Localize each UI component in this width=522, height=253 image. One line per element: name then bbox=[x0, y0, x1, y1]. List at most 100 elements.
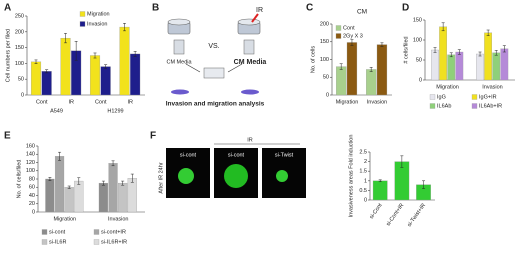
y-tick-label: 20 bbox=[29, 201, 35, 207]
error-bar bbox=[486, 29, 490, 36]
y-tick-label: 0.5 bbox=[359, 188, 367, 194]
caption: Invasion and migration analysis bbox=[166, 101, 265, 108]
ir-beam bbox=[251, 13, 259, 23]
y-tick-label: 1.5 bbox=[359, 169, 367, 175]
error-bar bbox=[502, 45, 506, 53]
error-bar bbox=[441, 22, 445, 32]
y-tick-label: 0 bbox=[364, 197, 367, 203]
bar bbox=[336, 66, 347, 96]
x-tick-label: Migration bbox=[436, 84, 459, 90]
media-label: CM Media bbox=[234, 59, 267, 66]
y-tick-label: 0 bbox=[326, 92, 329, 98]
ir-header: IR bbox=[247, 137, 253, 143]
error-bar bbox=[422, 180, 426, 189]
error-bar bbox=[339, 63, 343, 70]
y-axis-label: Invasiveness areas Fold induction bbox=[348, 135, 354, 218]
y-tick-label: 40 bbox=[29, 193, 35, 199]
bar bbox=[54, 156, 65, 213]
ir-label: IR bbox=[256, 7, 263, 14]
y-tick-label: 0 bbox=[21, 92, 24, 98]
cell bbox=[224, 164, 248, 188]
error-bar bbox=[433, 47, 437, 53]
bar bbox=[366, 69, 377, 96]
y-tick-label: 140 bbox=[26, 152, 35, 158]
cells bbox=[171, 89, 189, 95]
y-axis-label: No. of cells bbox=[310, 46, 316, 73]
chamber bbox=[203, 67, 225, 79]
legend-swatch bbox=[429, 94, 436, 100]
y-axis-label: No. of cells/filed bbox=[16, 160, 22, 199]
x-tick-label: si-Cont bbox=[369, 202, 384, 220]
panel-label: C bbox=[306, 3, 313, 14]
y-tick-label: 80 bbox=[29, 176, 35, 182]
error-bar bbox=[130, 173, 134, 183]
error-bar bbox=[457, 49, 461, 55]
x-tick-label: si-Twist+IR bbox=[407, 203, 427, 229]
chart-title: CM bbox=[357, 9, 367, 16]
error-bar bbox=[58, 151, 62, 161]
group-label: A549 bbox=[50, 108, 63, 114]
y-tick-label: 0 bbox=[419, 77, 422, 83]
legend-swatch bbox=[41, 239, 48, 245]
dish bbox=[167, 18, 191, 26]
y-tick-label: 50 bbox=[323, 75, 329, 81]
y-tick-label: 50 bbox=[18, 77, 24, 83]
legend-label: Invasion bbox=[87, 21, 108, 27]
error-bar bbox=[34, 59, 38, 64]
bar bbox=[119, 26, 130, 96]
legend-swatch bbox=[335, 25, 342, 31]
x-tick-label: si-Cont+IR bbox=[385, 203, 405, 228]
tube bbox=[173, 39, 185, 55]
legend-swatch bbox=[471, 103, 478, 109]
vs-label: VS. bbox=[208, 43, 219, 50]
micrographs: IR After IR 24hr si-cont si-cont si-Twis… bbox=[158, 137, 306, 198]
bar bbox=[108, 163, 118, 213]
y-tick-label: 200 bbox=[320, 21, 329, 27]
legend-label: IgG bbox=[437, 94, 446, 100]
legend-swatch bbox=[93, 239, 100, 245]
error-bar bbox=[74, 41, 78, 61]
legend-label: si-cont+IR bbox=[101, 229, 126, 235]
image-label: si-Twist bbox=[275, 152, 294, 158]
x-tick-label: IR bbox=[69, 99, 75, 105]
image-label: si-cont bbox=[180, 152, 197, 158]
bar bbox=[100, 66, 111, 96]
x-tick-label: Migration bbox=[53, 216, 76, 222]
panel-label: B bbox=[152, 3, 159, 14]
bar bbox=[41, 71, 52, 96]
y-tick-label: 250 bbox=[15, 13, 24, 19]
y-tick-label: 60 bbox=[29, 185, 35, 191]
panel-label: A bbox=[4, 3, 11, 14]
error-bar bbox=[494, 50, 498, 56]
x-tick-label: IR bbox=[128, 99, 134, 105]
bar bbox=[447, 54, 456, 81]
y-tick-label: 2.5 bbox=[359, 149, 367, 155]
group-label: H1299 bbox=[107, 108, 123, 114]
x-tick-label: Invasion bbox=[482, 84, 503, 90]
media-label: CM Media bbox=[166, 59, 192, 65]
error-bar bbox=[77, 177, 81, 185]
legend-swatch bbox=[79, 21, 86, 27]
error-bar bbox=[369, 67, 373, 72]
error-bar bbox=[123, 23, 127, 32]
x-tick-label: Invasion bbox=[108, 216, 129, 222]
bar bbox=[74, 180, 84, 213]
bar bbox=[98, 182, 108, 213]
bar bbox=[45, 178, 55, 213]
legend-swatch bbox=[93, 229, 100, 235]
legend-swatch bbox=[429, 103, 436, 109]
legend-label: si-IL6R+IR bbox=[101, 239, 127, 245]
y-tick-label: 150 bbox=[413, 17, 422, 23]
bar bbox=[476, 53, 484, 81]
legend-label: si-cont bbox=[49, 229, 66, 235]
y-axis-label: Cell numbers per filed bbox=[5, 29, 11, 83]
legend-swatch bbox=[471, 94, 478, 100]
x-tick-label: Cont bbox=[36, 99, 48, 105]
bar bbox=[346, 42, 358, 96]
image-label: si-cont bbox=[228, 152, 245, 158]
legend-label: IgG+IR bbox=[479, 94, 497, 100]
arrow bbox=[227, 63, 243, 73]
cells bbox=[241, 89, 259, 95]
side-label: After IR 24hr bbox=[158, 162, 164, 193]
